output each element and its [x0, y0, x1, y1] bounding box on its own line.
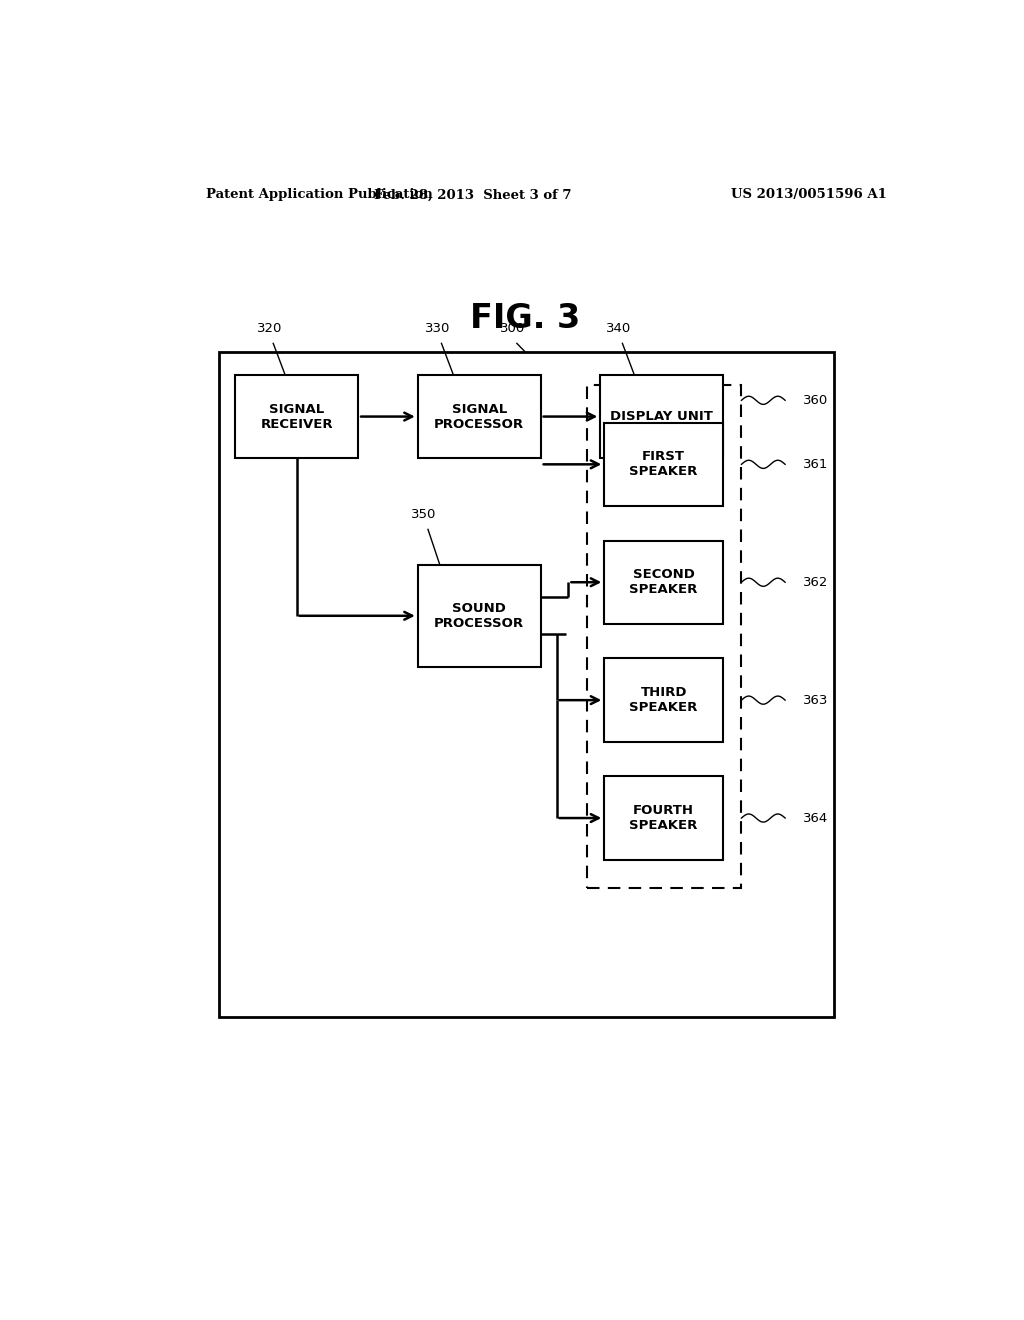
- Text: THIRD
SPEAKER: THIRD SPEAKER: [630, 686, 698, 714]
- Bar: [236, 375, 358, 458]
- Text: 350: 350: [412, 508, 436, 521]
- Text: FOURTH
SPEAKER: FOURTH SPEAKER: [630, 804, 698, 832]
- Bar: [604, 422, 723, 506]
- Text: 363: 363: [803, 693, 828, 706]
- Bar: [604, 776, 723, 859]
- Text: SIGNAL
PROCESSOR: SIGNAL PROCESSOR: [434, 403, 524, 430]
- Text: Feb. 28, 2013  Sheet 3 of 7: Feb. 28, 2013 Sheet 3 of 7: [375, 189, 572, 202]
- Bar: [600, 375, 723, 458]
- Bar: [604, 541, 723, 624]
- Text: SIGNAL
RECEIVER: SIGNAL RECEIVER: [260, 403, 333, 430]
- Text: FIG. 3: FIG. 3: [470, 302, 580, 335]
- Text: FIRST
SPEAKER: FIRST SPEAKER: [630, 450, 698, 478]
- Text: 360: 360: [803, 393, 827, 407]
- Bar: [219, 351, 835, 1018]
- Text: 320: 320: [257, 322, 282, 335]
- Text: Patent Application Publication: Patent Application Publication: [206, 189, 432, 202]
- Text: 364: 364: [803, 812, 827, 825]
- Text: 330: 330: [425, 322, 451, 335]
- Text: SECOND
SPEAKER: SECOND SPEAKER: [630, 568, 698, 597]
- Text: 300: 300: [501, 322, 525, 335]
- Text: SOUND
PROCESSOR: SOUND PROCESSOR: [434, 602, 524, 630]
- Bar: [418, 565, 541, 667]
- Text: DISPLAY UNIT: DISPLAY UNIT: [610, 411, 713, 424]
- Bar: [418, 375, 541, 458]
- Text: 340: 340: [606, 322, 631, 335]
- Text: 362: 362: [803, 576, 828, 589]
- Bar: [604, 659, 723, 742]
- Bar: [587, 385, 741, 888]
- Text: US 2013/0051596 A1: US 2013/0051596 A1: [731, 189, 887, 202]
- Text: 361: 361: [803, 458, 828, 471]
